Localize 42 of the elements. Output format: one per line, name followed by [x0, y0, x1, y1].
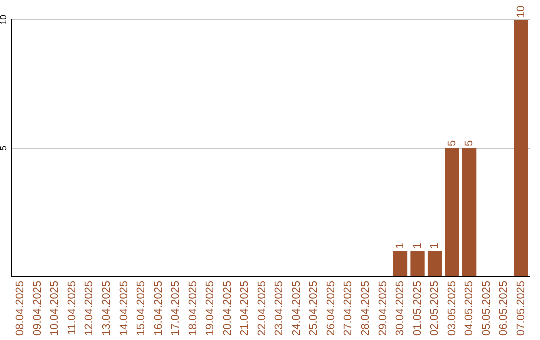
- x-tick-label: 20.04.2025: [222, 280, 234, 336]
- x-tick-label: 12.04.2025: [84, 280, 96, 336]
- data-label: 10: [515, 6, 528, 18]
- data-label: 1: [429, 243, 442, 250]
- x-tick-label: 25.04.2025: [308, 280, 320, 336]
- data-label: 5: [446, 140, 458, 146]
- x-tick-label: 16.04.2025: [152, 280, 165, 336]
- x-tick-label: 10.04.2025: [49, 280, 62, 336]
- x-tick-label: 05.05.2025: [480, 280, 493, 336]
- x-tick-label: 30.04.2025: [394, 280, 407, 336]
- data-label: 1: [412, 243, 424, 250]
- data-label: 5: [464, 140, 476, 146]
- x-tick-label: 04.05.2025: [464, 280, 476, 336]
- x-tick-label: 06.05.2025: [498, 280, 510, 336]
- x-tick-label: 08.04.2025: [14, 280, 27, 336]
- bar: [428, 251, 442, 276]
- x-tick-label: 11.04.2025: [66, 280, 78, 336]
- x-tick-label: 18.04.2025: [187, 280, 200, 336]
- x-tick-label: 28.04.2025: [360, 280, 372, 336]
- x-tick-label: 03.05.2025: [446, 280, 458, 336]
- x-tick-label: 14.04.2025: [118, 280, 130, 336]
- bar: [445, 148, 460, 276]
- x-tick-label: 19.04.2025: [204, 280, 217, 336]
- bar: [514, 20, 528, 276]
- x-tick-label: 21.04.2025: [239, 280, 252, 336]
- x-tick-label: 09.04.2025: [32, 280, 44, 336]
- x-tick-label: 15.04.2025: [136, 280, 148, 336]
- x-tick-label: 29.04.2025: [377, 280, 390, 336]
- x-tick-label: 27.04.2025: [342, 280, 355, 336]
- x-tick-label: 26.04.2025: [325, 280, 338, 336]
- x-tick-label: 22.04.2025: [256, 280, 268, 336]
- x-tick-label: 02.05.2025: [429, 280, 442, 336]
- x-tick-label: 17.04.2025: [170, 280, 182, 336]
- x-tick-label: 24.04.2025: [290, 280, 303, 336]
- bar: [410, 251, 425, 276]
- bar: [462, 148, 477, 276]
- x-tick-label: 01.05.2025: [412, 280, 424, 336]
- x-tick-label: 07.05.2025: [515, 280, 528, 336]
- data-label: 1: [394, 243, 407, 250]
- x-tick-label: 13.04.2025: [101, 280, 113, 336]
- x-tick-label: 23.04.2025: [274, 280, 286, 336]
- bar: [393, 251, 408, 276]
